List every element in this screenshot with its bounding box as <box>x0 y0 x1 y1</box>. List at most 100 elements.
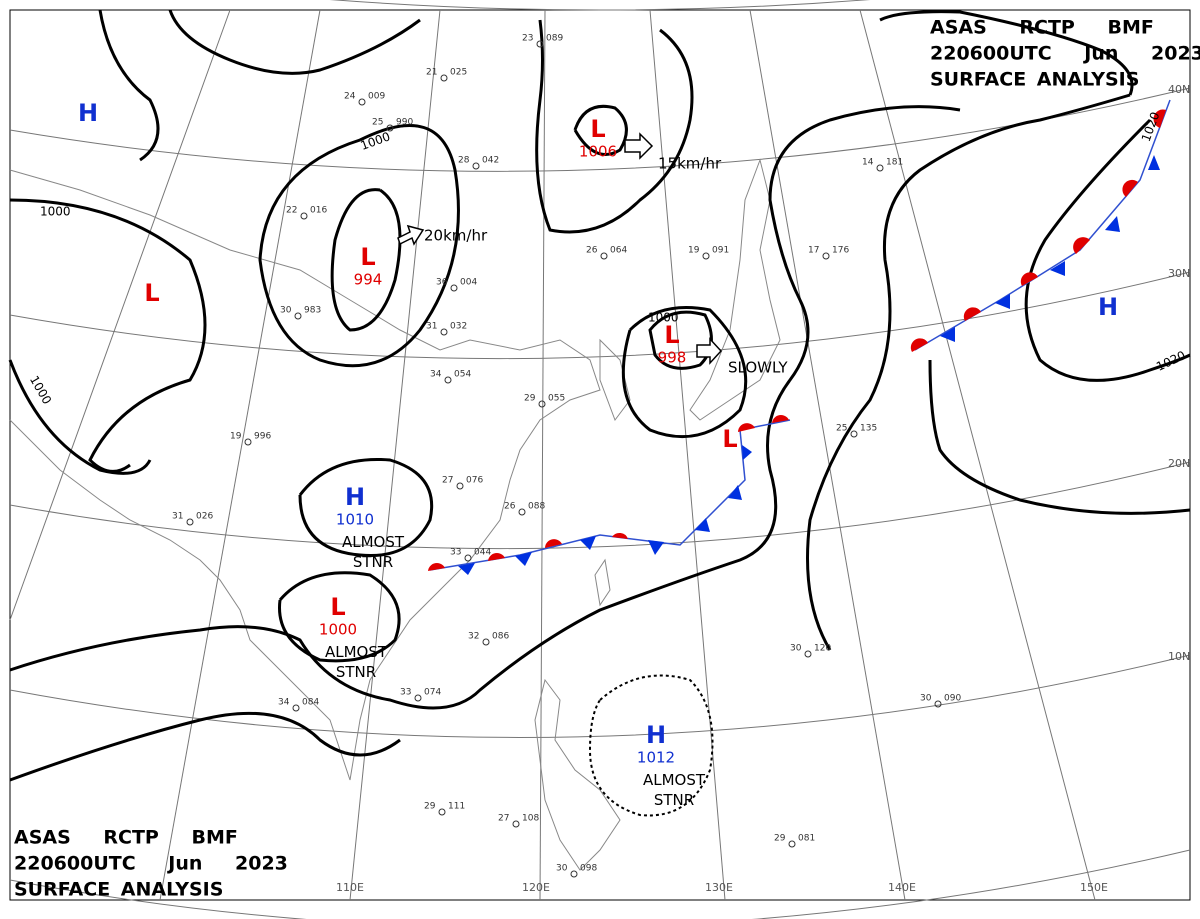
station-temperature: 34 <box>430 370 442 380</box>
station-circle <box>300 212 308 220</box>
station-circle <box>386 124 394 132</box>
japan-coast <box>689 158 781 421</box>
station-pressure: 111 <box>448 802 465 812</box>
system-note-line: ALMOST <box>325 643 388 661</box>
isobar <box>1024 118 1191 382</box>
system-note: ALMOST STNR <box>643 771 706 809</box>
system-note-line: STNR <box>353 553 393 571</box>
station-circle <box>444 376 452 384</box>
station-pressure: 098 <box>580 864 597 874</box>
station-temperature: 29 <box>524 394 536 404</box>
system-note-line: ALMOST <box>643 771 706 789</box>
station-temperature: 22 <box>286 206 297 216</box>
header-line: ASAS RCTP BMF <box>930 17 1154 39</box>
system-note: ALMOST STNR <box>325 643 388 681</box>
station-temperature: 29 <box>424 802 436 812</box>
pressure-center-symbol: L <box>664 321 679 349</box>
isobar <box>330 188 402 332</box>
longitude-label: 140E <box>888 881 916 894</box>
latitude-label: 10N <box>1168 650 1190 663</box>
pressure-center-symbol: L <box>330 593 345 621</box>
system-note-line: STNR <box>654 791 694 809</box>
station-circle <box>186 518 194 526</box>
station-pressure: 044 <box>474 548 491 558</box>
station-temperature: 21 <box>426 68 437 78</box>
station-temperature: 26 <box>504 502 516 512</box>
station-circle <box>450 284 458 292</box>
longitude-line <box>859 9 1096 901</box>
header-line: ASAS RCTP BMF <box>14 827 238 849</box>
longitude-line <box>349 9 441 901</box>
station-circle <box>518 508 526 516</box>
station-temperature: 34 <box>278 698 290 708</box>
latitude-label: 20N <box>1168 457 1190 470</box>
station-temperature: 30 <box>556 864 568 874</box>
latitude-line <box>330 0 870 11</box>
map-frame <box>9 9 1191 901</box>
station-circle <box>456 482 464 490</box>
header-line: SURFACE ANALYSIS <box>14 879 223 901</box>
station-circle <box>438 808 446 816</box>
pressure-center-symbol: H <box>78 99 98 127</box>
station-temperature: 33 <box>450 548 461 558</box>
station-pressure: 089 <box>546 34 563 44</box>
station-circle <box>440 74 448 82</box>
movement-label: 20km/hr <box>424 227 488 245</box>
station-temperature: 31 <box>426 322 437 332</box>
station-circle <box>440 328 448 336</box>
isobar <box>928 359 1191 515</box>
station-pressure: 074 <box>424 688 441 698</box>
isobar <box>806 93 1131 651</box>
system-note-line: ALMOST <box>342 533 405 551</box>
pressure-center-symbol: H <box>345 483 365 511</box>
station-temperature: 23 <box>522 34 533 44</box>
station-pressure: 091 <box>712 246 729 256</box>
pressure-center-symbol: L <box>144 279 159 307</box>
station-pressure: 016 <box>310 206 327 216</box>
station-pressure: 181 <box>886 158 903 168</box>
isobar <box>573 104 628 156</box>
isobar-label: 1000 <box>648 311 679 325</box>
station-pressure: 086 <box>492 632 509 642</box>
longitude-line <box>749 9 906 901</box>
station-pressure: 120 <box>814 644 831 654</box>
station-circle <box>294 312 302 320</box>
station-circle <box>600 252 608 260</box>
station-temperature: 30 <box>790 644 802 654</box>
pressure-value: 998 <box>658 349 687 367</box>
station-circle <box>934 700 942 708</box>
philippines-coast <box>534 678 621 871</box>
station-circle <box>358 98 366 106</box>
station-pressure: 064 <box>610 246 627 256</box>
pressure-value: 1010 <box>336 511 374 529</box>
station-circle <box>512 820 520 828</box>
station-circle <box>702 252 710 260</box>
isobar <box>9 105 961 710</box>
station-temperature: 33 <box>400 688 411 698</box>
cold-front-symbols <box>458 155 1160 575</box>
isobar <box>9 198 207 473</box>
station-circle <box>850 430 858 438</box>
station-temperature: 26 <box>586 246 598 256</box>
station-pressure: 004 <box>460 278 477 288</box>
station-pressure: 983 <box>304 306 321 316</box>
movement-label: SLOWLY <box>728 359 788 377</box>
coastlines <box>9 158 781 871</box>
latitude-line <box>9 654 1191 738</box>
pressure-center-symbol: H <box>1098 293 1118 321</box>
station-circle <box>804 650 812 658</box>
isobars <box>8 9 1191 817</box>
station-pressure: 054 <box>454 370 471 380</box>
station-temperature: 31 <box>172 512 183 522</box>
station-circle <box>536 40 544 48</box>
station-pressure: 009 <box>368 92 385 102</box>
station-pressure: 996 <box>254 432 271 442</box>
station-circle <box>788 840 796 848</box>
pressure-value: 994 <box>354 271 383 289</box>
station-pressure: 084 <box>302 698 319 708</box>
station-circle <box>472 162 480 170</box>
system-note-line: STNR <box>336 663 376 681</box>
longitude-label: 130E <box>705 881 733 894</box>
